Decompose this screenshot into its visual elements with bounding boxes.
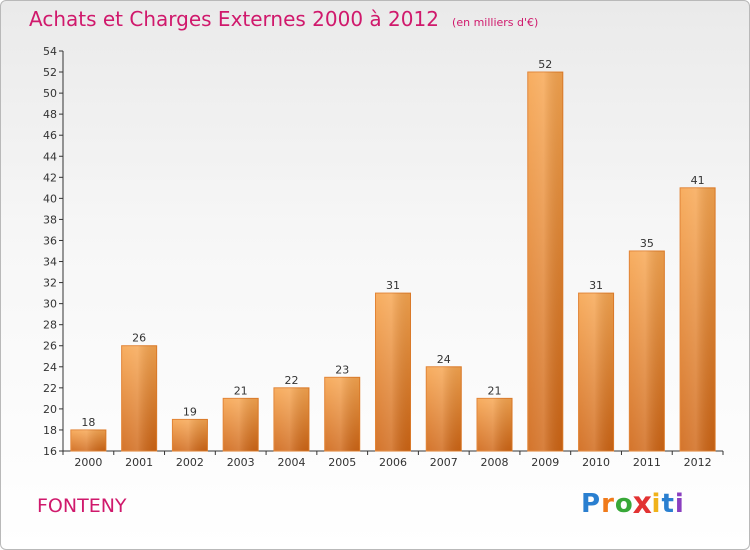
axes: 16 18 20 22 24 26 28 30 32 34 36 38 40 42 44 46 48 50 52 54… [43,45,724,469]
bar [121,345,158,452]
logo-letter: o [614,489,634,519]
bar-value-label: 18 [81,416,95,429]
data-labels: 18 26 19 21 22 23 31 24 21 52 31 35 41 [81,58,704,429]
x-tick-label: 2001 [125,456,153,469]
y-tick-label: 16 [43,445,57,458]
bar-value-label: 23 [335,363,349,376]
bar-value-label: 19 [183,405,197,418]
bar-shine [273,387,309,451]
bar-value-label: 24 [437,353,451,366]
bar-value-label: 41 [691,174,705,187]
logo-letter: r [601,489,615,519]
logo-letter: P [581,489,602,519]
bar [527,71,564,452]
logo-letter: i [651,489,662,519]
bar-value-label: 21 [234,384,248,397]
bar [578,292,615,452]
x-tick-label: 2006 [379,456,407,469]
y-tick-label: 48 [43,108,57,121]
bar [425,366,462,452]
bar-value-label: 21 [488,384,502,397]
y-tick-label: 34 [43,256,57,269]
y-tick-label: 38 [43,213,57,226]
y-tick-label: 40 [43,192,57,205]
bar-value-label: 31 [589,279,603,292]
y-tick-label: 20 [43,403,57,416]
x-tick-label: 2002 [176,456,204,469]
bar [222,397,259,452]
bar [324,376,361,452]
bar [375,292,411,452]
y-tick-label: 28 [43,319,57,332]
bar-shine [375,293,411,451]
y-tick-label: 42 [43,171,57,184]
x-tick-label: 2004 [277,456,305,469]
bar-value-label: 31 [386,279,400,292]
bar-shine [680,187,716,451]
bar-shine [324,377,360,451]
y-tick-label: 46 [43,129,57,142]
bar-shine [578,293,614,451]
x-tick-label: 2008 [481,456,509,469]
bar-value-label: 26 [132,332,146,345]
bar-value-label: 52 [538,58,552,71]
commune-name: FONTENY [37,495,127,517]
x-tick-label: 2009 [531,456,559,469]
y-tick-label: 30 [43,298,57,311]
y-tick-label: 36 [43,234,57,247]
y-tick-label: 26 [43,340,57,353]
bar [476,397,513,452]
bar-shine [70,429,106,451]
bar-shine [527,72,563,451]
bar-shine [223,398,259,451]
bar [171,418,208,452]
logo-letter: t [661,489,675,519]
y-tick-label: 44 [43,150,57,163]
x-tick-label: 2011 [633,456,661,469]
bar [628,250,665,452]
x-tick-label: 2010 [582,456,610,469]
y-tick-label: 32 [43,277,57,290]
bar-shine [172,419,208,451]
y-tick-label: 24 [43,361,57,374]
bar [273,387,310,452]
bar [70,429,107,452]
y-tick-label: 22 [43,382,57,395]
bar-value-label: 22 [284,374,298,387]
y-tick-label: 52 [43,66,57,79]
bar-shine [477,398,513,451]
bar-shine [426,366,462,451]
chart-subtitle: (en milliers d'€) [452,16,539,29]
bar-value-label: 35 [640,237,654,250]
x-tick-label: 2007 [430,456,458,469]
logo-letter: x [632,486,653,522]
y-tick-label: 18 [43,424,57,437]
bar-shine [629,251,665,451]
chart-title: Achats et Charges Externes 2000 à 2012 [29,7,439,31]
y-tick-label: 54 [43,45,57,58]
title-area: Achats et Charges Externes 2000 à 2012 (… [29,7,538,31]
bars [70,71,716,452]
y-tick-label: 50 [43,87,57,100]
proxiti-logo: Proxiti [581,486,685,522]
x-tick-label: 2005 [328,456,356,469]
x-tick-label: 2000 [74,456,102,469]
bar-shine [121,345,157,451]
x-tick-label: 2012 [684,456,712,469]
bar [679,187,716,452]
x-tick-label: 2003 [227,456,255,469]
logo-letter: i [674,489,685,519]
